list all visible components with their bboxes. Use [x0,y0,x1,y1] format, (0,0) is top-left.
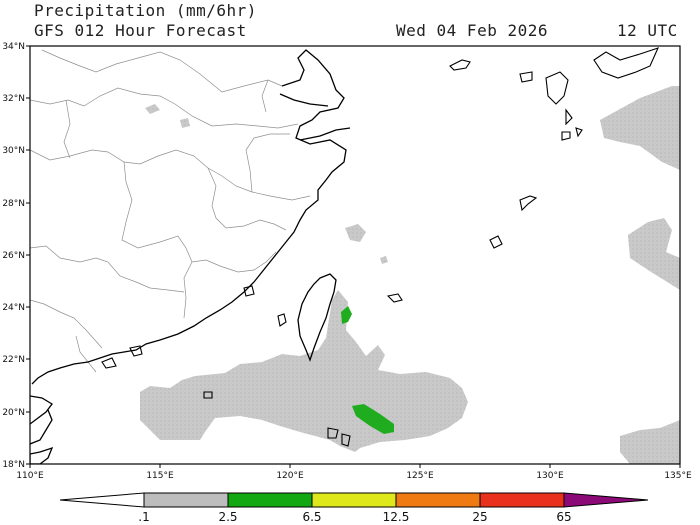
colorbar-segment [227,492,313,508]
lon-label: 125°E [406,471,434,481]
lat-label: 22°N [2,355,25,365]
axis-tick-marks [26,45,681,468]
colorbar-segment [395,492,481,508]
lat-label: 24°N [2,303,25,313]
latitude-labels: 34°N 32°N 30°N 28°N 26°N 24°N 22°N 20°N … [2,42,25,470]
valid-time: 12 UTC [617,21,678,40]
coastline [30,49,351,464]
colorbar-segment [311,492,397,508]
lat-label: 28°N [2,199,25,209]
colorbar-label: .1 [138,510,149,524]
precip-area-light [140,86,680,464]
forecast-subtitle: GFS 012 Hour Forecast [34,21,247,40]
colorbar-low-triangle [59,492,145,508]
colorbar-label: 12.5 [383,510,410,524]
lat-label: 32°N [2,94,25,104]
lon-label: 135°E [664,471,692,481]
colorbar-label: 2.5 [218,510,237,524]
colorbar: .1 2.5 6.5 12.5 25 65 [59,492,649,524]
lat-label: 20°N [2,408,25,418]
hainan-outline [30,446,54,464]
lat-label: 26°N [2,251,25,261]
lat-label: 18°N [2,460,25,470]
colorbar-label: 25 [472,510,487,524]
valid-date: Wed 04 Feb 2026 [396,21,548,40]
colorbar-label: 6.5 [302,510,321,524]
lat-label: 30°N [2,146,25,156]
precip-area-moderate [341,306,394,434]
colorbar-high-triangle [563,492,649,508]
lat-label: 34°N [2,42,25,52]
lon-label: 110°E [16,471,44,481]
taiwan-outline [297,273,337,362]
longitude-labels: 110°E 115°E 120°E 125°E 130°E 135°E [16,471,692,481]
lon-label: 130°E [536,471,564,481]
lon-label: 115°E [146,471,174,481]
lon-label: 120°E [276,471,304,481]
colorbar-label: 65 [556,510,571,524]
colorbar-segment [479,492,565,508]
province-borders [30,49,311,373]
colorbar-segment [143,492,229,508]
islands [101,47,660,447]
map-title: Precipitation (mm/6hr) [34,1,257,20]
